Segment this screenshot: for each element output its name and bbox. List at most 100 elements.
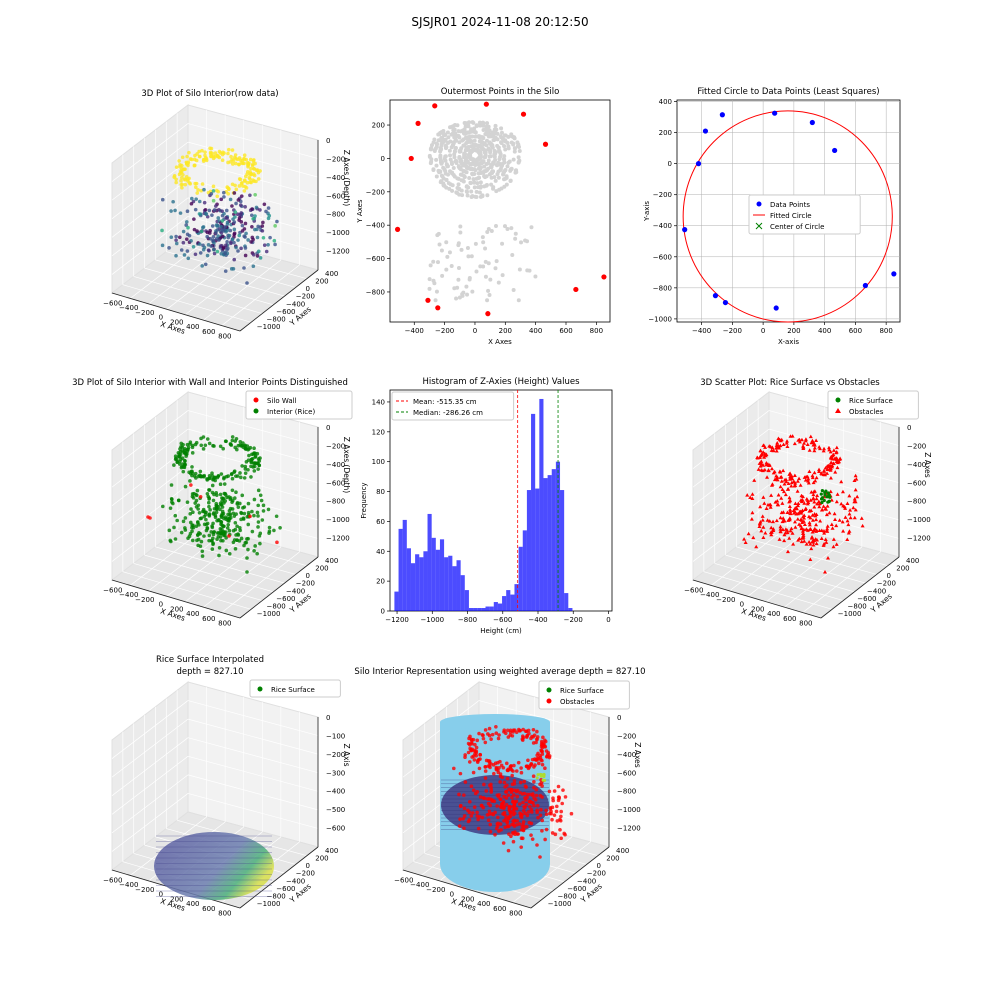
data-point — [234, 436, 239, 441]
interior-point — [478, 184, 483, 189]
data-point — [249, 166, 253, 171]
interior-point — [473, 142, 478, 147]
data-point — [781, 489, 786, 494]
data-point — [196, 520, 200, 525]
data-point — [267, 531, 271, 535]
data-point — [198, 494, 203, 499]
data-point — [210, 213, 214, 217]
data-point — [243, 246, 248, 250]
interior-point — [486, 226, 491, 231]
legend — [827, 390, 919, 420]
data-point — [237, 233, 242, 238]
data-point — [778, 443, 783, 448]
data-point — [769, 532, 774, 537]
data-point — [275, 219, 279, 224]
data-point — [197, 149, 201, 154]
data-point — [186, 447, 190, 452]
data-point — [811, 492, 816, 497]
data-point — [246, 501, 251, 506]
data-point — [761, 535, 766, 540]
interior-point — [494, 189, 499, 194]
interior-point — [461, 131, 466, 136]
data-point — [252, 461, 256, 466]
data-point — [264, 209, 268, 214]
interior-point — [460, 161, 465, 166]
data-point — [531, 774, 536, 779]
data-point — [202, 514, 207, 519]
data-point — [211, 541, 215, 546]
x-tick-label: 0 — [159, 314, 163, 322]
grid-line — [166, 538, 296, 575]
data-point — [199, 188, 203, 193]
data-point — [851, 505, 856, 510]
interior-point — [495, 131, 500, 136]
data-point — [494, 731, 499, 735]
data-point — [803, 437, 808, 441]
data-point — [779, 496, 784, 500]
data-point — [248, 193, 252, 198]
data-point — [184, 220, 189, 224]
data-point — [758, 448, 763, 453]
data-point — [832, 457, 837, 461]
interior-point — [458, 149, 463, 154]
data-point — [487, 783, 492, 788]
interior-point — [480, 235, 485, 240]
data-point — [244, 231, 248, 236]
data-point — [261, 503, 266, 508]
interior-point — [453, 131, 458, 136]
data-point — [169, 235, 174, 240]
data-point — [538, 782, 542, 787]
y-tick-label: 400 — [325, 847, 338, 855]
grid-line — [725, 554, 855, 593]
x-tick-label: −1000 — [420, 616, 444, 624]
data-point — [500, 801, 505, 806]
data-point — [832, 511, 837, 516]
interior-point — [519, 240, 524, 245]
data-point — [197, 510, 202, 515]
interior-point — [484, 138, 489, 143]
data-point — [248, 177, 252, 181]
data-point — [521, 800, 525, 805]
data-point — [498, 772, 503, 776]
interior-point — [509, 226, 514, 231]
data-point — [211, 477, 215, 482]
interior-point — [499, 130, 504, 135]
x-tick-label: 0 — [761, 327, 765, 335]
interior-point — [477, 120, 482, 125]
interior-point — [509, 166, 514, 171]
interior-point — [474, 189, 479, 194]
x-tick-label: −200 — [435, 327, 454, 335]
data-point — [808, 542, 813, 546]
data-point — [252, 549, 256, 553]
data-point — [256, 177, 261, 181]
data-point — [208, 146, 212, 151]
interior-point — [481, 127, 486, 132]
data-point — [239, 517, 243, 522]
histogram-bar — [522, 530, 527, 611]
interior-point — [483, 259, 488, 264]
data-point — [519, 836, 524, 841]
data-point — [503, 825, 507, 830]
interior-point — [442, 132, 447, 137]
data-point — [801, 533, 806, 537]
interior-point — [506, 146, 511, 151]
y-tick-label: 140 — [372, 398, 385, 406]
x-axis-line — [111, 292, 241, 332]
interior-point — [485, 229, 490, 234]
histogram-bar — [489, 606, 494, 611]
interior-point — [457, 155, 462, 160]
data-point — [799, 511, 804, 515]
interior-point — [446, 172, 451, 177]
data-point — [206, 500, 211, 505]
data-point — [749, 517, 754, 521]
data-point — [273, 224, 277, 228]
interior-point — [435, 260, 440, 265]
data-point — [812, 526, 817, 531]
interior-point — [469, 254, 474, 259]
outermost-points-chart: −400 −200 0 200 400 600 8002000−200−400−600−80… — [356, 99, 611, 346]
data-point — [249, 475, 253, 479]
data-point — [471, 788, 476, 792]
data-point — [232, 155, 237, 160]
legend — [748, 194, 861, 235]
data-point — [224, 536, 228, 540]
